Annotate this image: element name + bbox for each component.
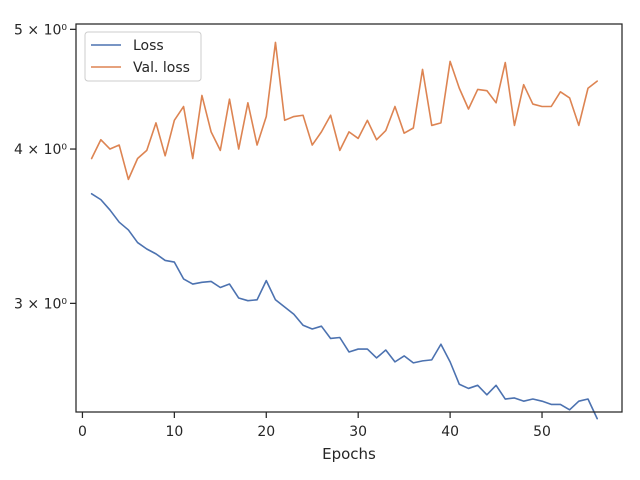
x-tick-label: 10 — [165, 424, 183, 440]
x-tick-label: 50 — [533, 424, 551, 440]
x-axis: 0 10 20 30 40 50 — [78, 412, 551, 440]
legend-entry-loss: Loss — [133, 38, 164, 54]
plot-series — [90, 41, 598, 420]
y-axis: 3 × 10⁰ 4 × 10⁰ 5 × 10⁰ — [14, 22, 76, 312]
legend-entry-val-loss: Val. loss — [133, 60, 190, 76]
x-tick-label: 30 — [349, 424, 367, 440]
y-tick-label: 4 × 10⁰ — [14, 142, 67, 158]
series-line-loss — [90, 192, 598, 420]
y-tick-label: 5 × 10⁰ — [14, 22, 67, 38]
x-tick-label: 20 — [257, 424, 275, 440]
x-tick-label: 40 — [441, 424, 459, 440]
x-axis-label: Epochs — [322, 445, 376, 463]
series-line-val-loss — [90, 41, 598, 181]
legend: Loss Val. loss — [84, 31, 202, 82]
y-tick-label: 3 × 10⁰ — [14, 296, 67, 312]
plot-frame — [75, 23, 623, 413]
x-tick-label: 0 — [78, 424, 87, 440]
